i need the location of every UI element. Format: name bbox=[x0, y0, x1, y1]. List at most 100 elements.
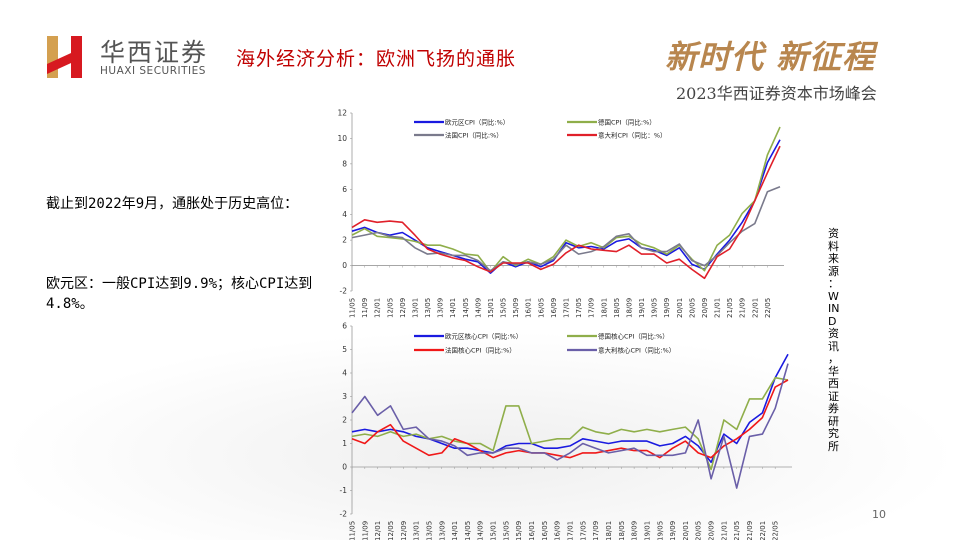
legend-label: 意大利核心CPI（同比:%） bbox=[598, 346, 675, 355]
series-line-2 bbox=[351, 126, 781, 273]
y-tick-label: 3 bbox=[342, 392, 347, 401]
y-tick-label: -2 bbox=[340, 287, 348, 296]
x-tick-label: 17/05 bbox=[575, 298, 583, 318]
y-tick-label: 10 bbox=[337, 134, 347, 143]
legend-label: 德国核心CPI（同比:%） bbox=[598, 332, 669, 341]
chart-1: 12 10 8 6 4 2 0 -211/05 11/09 12/01 12/05 12/09 13/0… bbox=[337, 109, 784, 318]
page-title: 海外经济分析：欧洲飞扬的通胀 bbox=[236, 48, 517, 70]
x-tick-label: 12/05 bbox=[386, 298, 394, 318]
brand-name-en: HUAXI SECURITIES bbox=[100, 65, 206, 77]
x-tick-label: 13/05 bbox=[425, 521, 433, 540]
x-tick-label: 16/09 bbox=[550, 298, 558, 318]
x-tick-label: 15/05 bbox=[502, 521, 510, 540]
legend-label: 欧元区核心CPI（同比:%） bbox=[445, 332, 522, 341]
eurozone-paragraph: 欧元区：一般CPI达到9.9%；核心CPI达到4.8%。 bbox=[46, 276, 313, 312]
x-tick-label: 16/01 bbox=[528, 521, 536, 540]
x-tick-label: 12/01 bbox=[374, 521, 382, 540]
x-tick-label: 12/05 bbox=[387, 521, 395, 540]
source-note: 资料来源：WIND资讯，华西证券研究所 bbox=[828, 227, 840, 453]
x-tick-label: 15/01 bbox=[487, 298, 495, 318]
x-tick-label: 16/01 bbox=[525, 298, 533, 318]
x-tick-label: 18/05 bbox=[618, 521, 626, 540]
x-tick-label: 16/05 bbox=[541, 521, 549, 540]
y-tick-label: 2 bbox=[342, 236, 347, 245]
x-tick-label: 13/01 bbox=[413, 521, 421, 540]
y-tick-label: -2 bbox=[340, 510, 348, 519]
legend-label: 欧元区CPI（同比:%） bbox=[445, 118, 509, 127]
x-tick-label: 17/01 bbox=[563, 298, 571, 318]
huaxi-logo-icon bbox=[47, 36, 82, 78]
chart-2: 6 5 4 3 2 1 0 -1 -211/05 11/09 12/01 12/05 12/09 13/0… bbox=[340, 322, 792, 540]
series-line-2 bbox=[351, 376, 789, 471]
y-tick-label: 0 bbox=[342, 261, 347, 270]
x-tick-label: 11/09 bbox=[361, 521, 369, 540]
legend-label: 意大利CPI（同比：%） bbox=[598, 131, 667, 140]
x-tick-label: 15/01 bbox=[490, 521, 498, 540]
x-tick-label: 19/09 bbox=[669, 521, 677, 540]
x-tick-label: 14/01 bbox=[451, 521, 459, 540]
x-tick-label: 18/05 bbox=[613, 298, 621, 318]
x-tick-label: 16/05 bbox=[537, 298, 545, 318]
x-tick-label: 17/01 bbox=[567, 521, 575, 540]
x-tick-label: 20/05 bbox=[695, 521, 703, 540]
x-tick-label: 17/05 bbox=[579, 521, 587, 540]
x-tick-label: 11/05 bbox=[349, 298, 357, 318]
x-tick-label: 21/05 bbox=[733, 521, 741, 540]
series-line-4 bbox=[351, 363, 789, 489]
y-tick-label: 6 bbox=[342, 322, 347, 331]
summary-paragraph: 截止到2022年9月，通胀处于历史高位： bbox=[46, 196, 299, 212]
brand-name-cn: 华西证券 bbox=[100, 38, 209, 67]
x-tick-label: 11/05 bbox=[349, 521, 357, 540]
x-tick-label: 15/05 bbox=[500, 298, 508, 318]
x-tick-label: 12/01 bbox=[374, 298, 382, 318]
y-tick-label: 6 bbox=[342, 185, 347, 194]
y-tick-label: 4 bbox=[342, 369, 347, 378]
x-tick-label: 13/09 bbox=[437, 298, 445, 318]
legend-label: 法国CPI（同比:%） bbox=[445, 131, 503, 140]
x-tick-label: 13/09 bbox=[438, 521, 446, 540]
x-tick-label: 12/09 bbox=[399, 298, 407, 318]
x-tick-label: 14/05 bbox=[462, 298, 470, 318]
series-line-4 bbox=[351, 145, 781, 280]
y-tick-label: 2 bbox=[342, 416, 347, 425]
legend-label: 法国核心CPI（同比:%） bbox=[445, 346, 516, 355]
x-tick-label: 20/01 bbox=[682, 521, 690, 540]
x-tick-label: 15/09 bbox=[515, 521, 523, 540]
x-tick-label: 14/09 bbox=[477, 521, 485, 540]
series-line-3 bbox=[351, 185, 781, 272]
x-tick-label: 22/01 bbox=[759, 521, 767, 540]
x-tick-label: 20/01 bbox=[676, 298, 684, 318]
x-tick-label: 18/01 bbox=[605, 521, 613, 540]
x-tick-label: 19/01 bbox=[638, 298, 646, 318]
x-tick-label: 14/01 bbox=[449, 298, 457, 318]
x-tick-label: 21/09 bbox=[746, 521, 754, 540]
legend-label: 德国CPI（同比:%） bbox=[598, 118, 656, 127]
x-tick-label: 14/09 bbox=[474, 298, 482, 318]
x-tick-label: 22/01 bbox=[751, 298, 759, 318]
x-tick-label: 13/05 bbox=[424, 298, 432, 318]
x-tick-label: 21/05 bbox=[726, 298, 734, 318]
x-tick-label: 18/09 bbox=[631, 521, 639, 540]
y-tick-label: 1 bbox=[342, 439, 347, 448]
x-tick-label: 19/05 bbox=[656, 521, 664, 540]
x-tick-label: 18/09 bbox=[625, 298, 633, 318]
x-tick-label: 12/09 bbox=[400, 521, 408, 540]
x-tick-label: 13/01 bbox=[411, 298, 419, 318]
x-tick-label: 20/09 bbox=[701, 298, 709, 318]
y-tick-label: 5 bbox=[342, 345, 347, 354]
x-tick-label: 21/01 bbox=[714, 298, 722, 318]
y-tick-label: 0 bbox=[342, 463, 347, 472]
y-tick-label: -1 bbox=[340, 486, 348, 495]
x-tick-label: 16/09 bbox=[554, 521, 562, 540]
y-tick-label: 8 bbox=[342, 159, 347, 168]
x-tick-label: 18/01 bbox=[600, 298, 608, 318]
y-tick-label: 4 bbox=[342, 210, 347, 219]
series-line-3 bbox=[351, 379, 789, 459]
x-tick-label: 21/09 bbox=[739, 298, 747, 318]
x-tick-label: 22/05 bbox=[764, 298, 772, 318]
y-tick-label: 12 bbox=[337, 109, 347, 118]
x-tick-label: 20/05 bbox=[688, 298, 696, 318]
x-tick-label: 19/09 bbox=[663, 298, 671, 318]
x-tick-label: 11/09 bbox=[361, 298, 369, 318]
